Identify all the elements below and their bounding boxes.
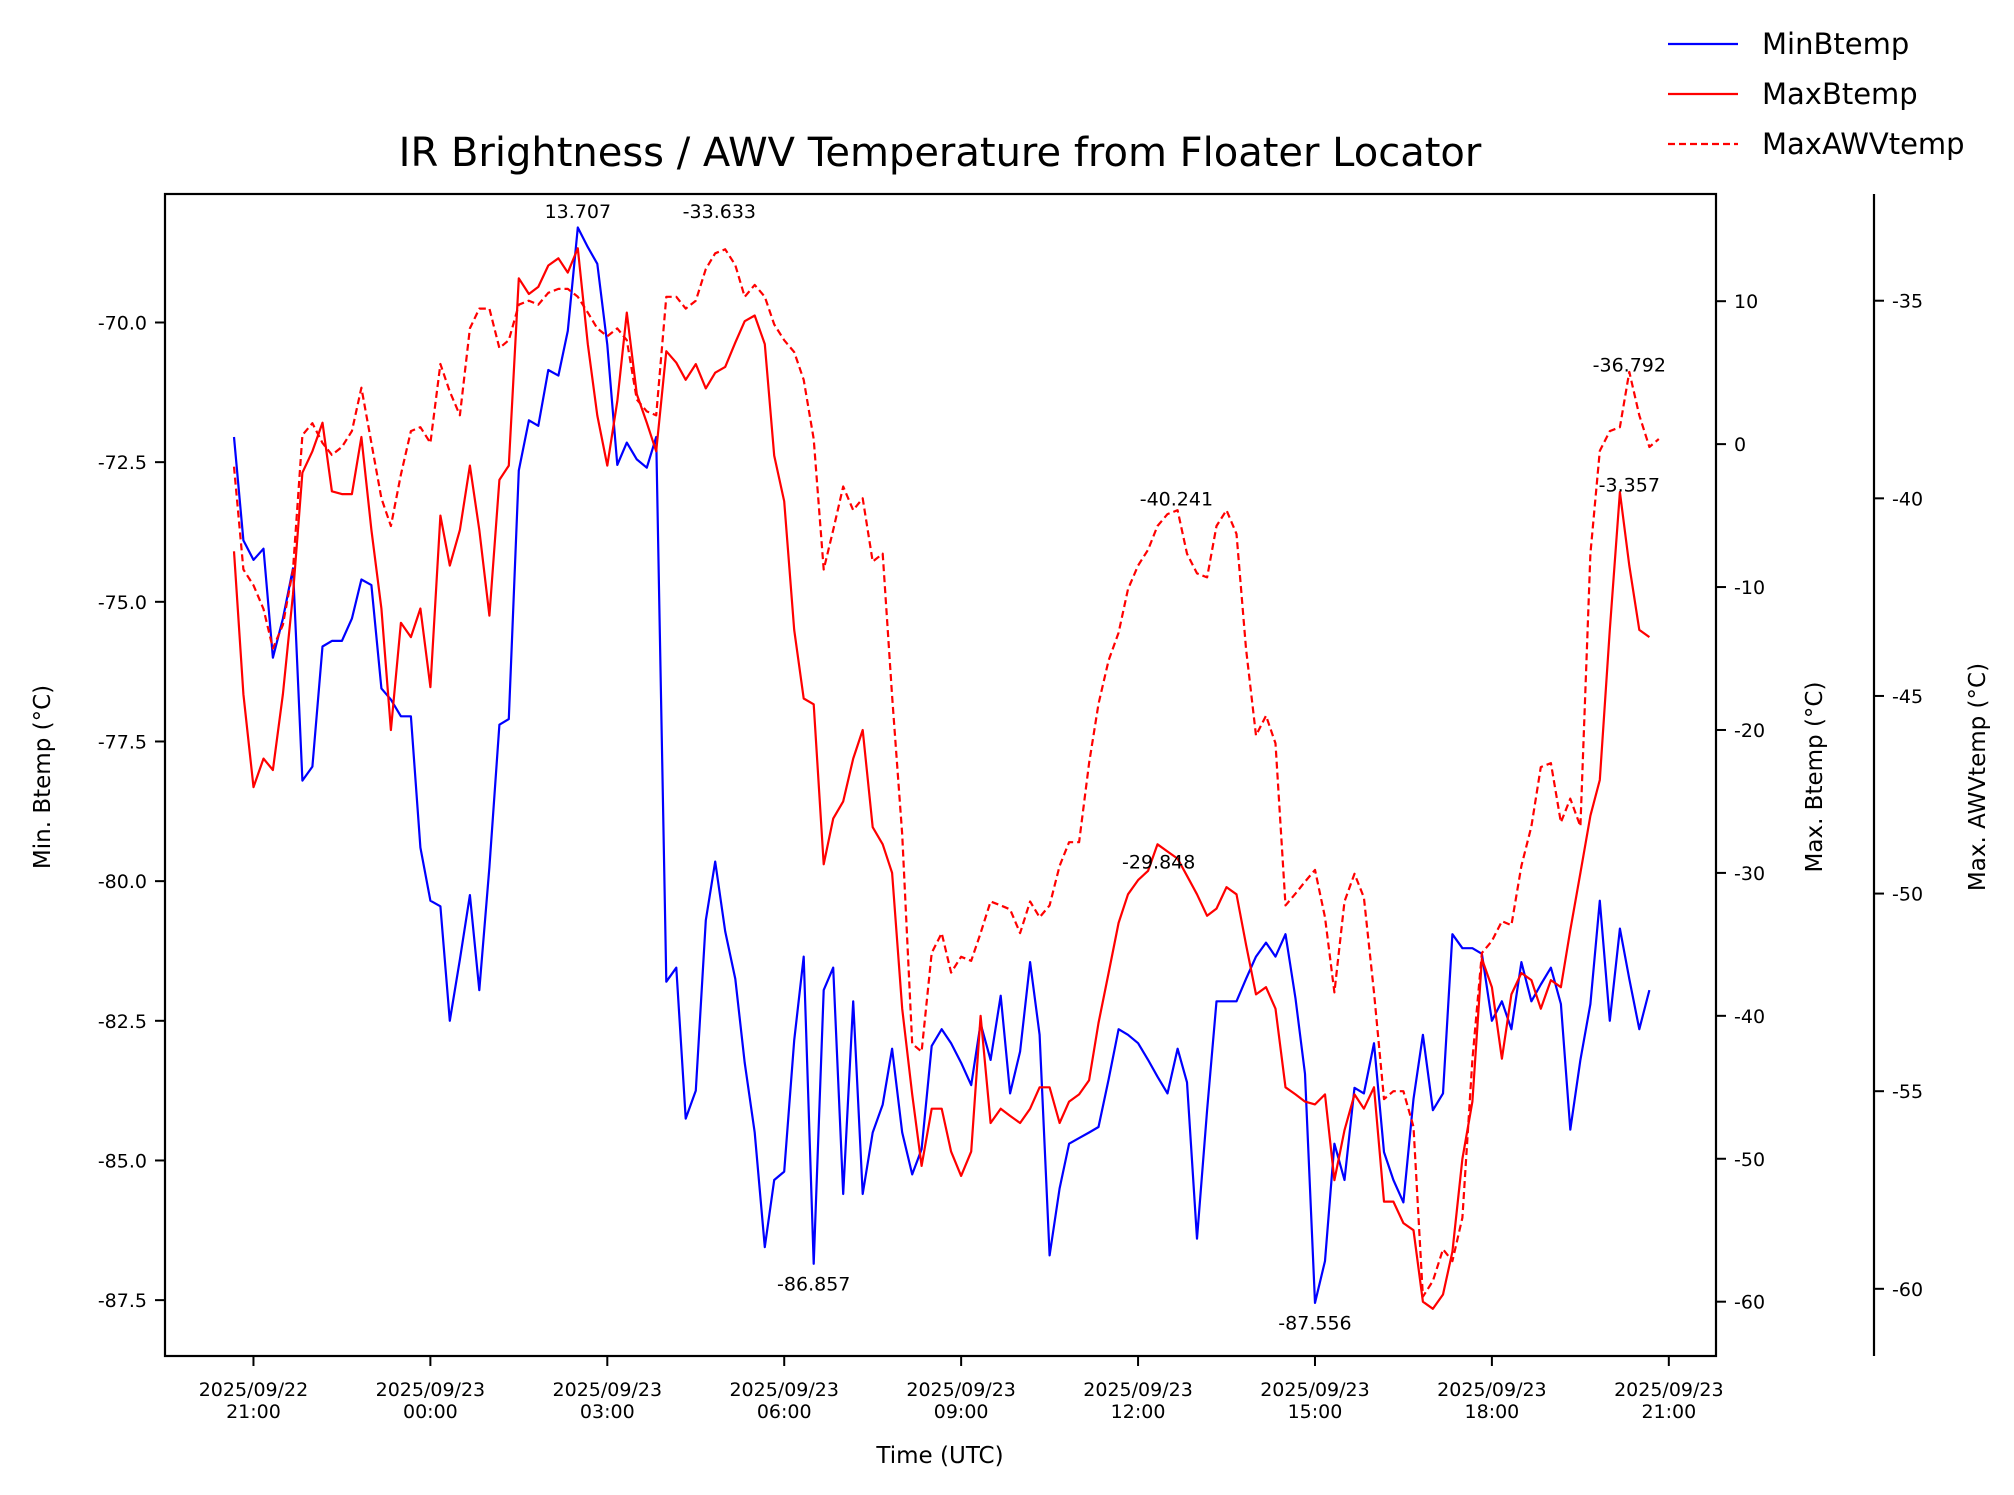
y-right2-tick-label: -35	[1892, 291, 1923, 313]
data-label: 13.707	[545, 201, 611, 223]
data-label: -86.857	[777, 1273, 850, 1295]
y-right1-tick-label: -10	[1734, 577, 1765, 599]
y-right2-tick-label: -40	[1892, 488, 1923, 510]
x-tick-label-date: 2025/09/22	[199, 1379, 309, 1401]
data-label: -33.633	[683, 201, 756, 223]
x-tick-label-date: 2025/09/23	[376, 1379, 486, 1401]
plot-frame	[163, 192, 1718, 1358]
x-axis-label: Time (UTC)	[875, 1443, 1003, 1469]
y-left-tick-label: -82.5	[98, 1011, 147, 1033]
x-tick-label-date: 2025/09/23	[1260, 1379, 1370, 1401]
y-left-tick-label: -80.0	[98, 871, 147, 893]
y-right2-tick-label: -60	[1892, 1279, 1923, 1301]
y-right1-tick-label: 10	[1734, 291, 1758, 313]
y-left-tick-label: -77.5	[98, 731, 147, 753]
x-tick-label-time: 21:00	[1641, 1401, 1696, 1423]
x-tick-label-date: 2025/09/23	[1083, 1379, 1193, 1401]
y-right1-tick-label: -40	[1734, 1006, 1765, 1028]
y-axis-right1-label: Max. Btemp (°C)	[1802, 682, 1828, 873]
x-tick-label-date: 2025/09/23	[553, 1379, 663, 1401]
x-tick-label-date: 2025/09/23	[1614, 1379, 1724, 1401]
y-left-tick-label: -85.0	[98, 1150, 147, 1172]
y-right2-tick-label: -50	[1892, 884, 1923, 906]
x-tick-label-time: 06:00	[757, 1401, 812, 1423]
x-tick-label-date: 2025/09/23	[906, 1379, 1016, 1401]
x-tick-label-time: 12:00	[1111, 1401, 1166, 1423]
y-right1-tick-label: -50	[1734, 1149, 1765, 1171]
data-label: -40.241	[1140, 488, 1213, 510]
series-line-minbtemp	[232, 226, 1651, 1304]
y-axis-right2-label: Max. AWVtemp (°C)	[1965, 663, 1991, 891]
y-right2-tick-label: -45	[1892, 686, 1923, 708]
x-tick-label-time: 21:00	[226, 1401, 281, 1423]
legend-label-minbtemp: MinBtemp	[1762, 27, 1909, 61]
data-label: -87.556	[1278, 1312, 1351, 1334]
data-label: -3.357	[1599, 475, 1660, 497]
data-label: -36.792	[1593, 354, 1666, 376]
y-right1-tick-label: -30	[1734, 863, 1765, 885]
x-tick-label-time: 15:00	[1288, 1401, 1343, 1423]
y-left-tick-label: -75.0	[98, 592, 147, 614]
y-right2-tick-label: -55	[1892, 1081, 1923, 1103]
data-label: -29.848	[1122, 852, 1195, 874]
y-right1-tick-label: -20	[1734, 720, 1765, 742]
chart-title: IR Brightness / AWV Temperature from Flo…	[399, 130, 1482, 176]
x-tick-label-date: 2025/09/23	[1437, 1379, 1547, 1401]
x-tick-label-time: 09:00	[934, 1401, 989, 1423]
y-right1-tick-label: -60	[1734, 1292, 1765, 1314]
axes-layer: 2025/09/2221:002025/09/2300:002025/09/23…	[98, 192, 1923, 1423]
y-left-tick-label: -70.0	[98, 312, 147, 334]
x-tick-label-time: 00:00	[403, 1401, 458, 1423]
legend: MinBtemp MaxBtemp MaxAWVtemp	[1668, 27, 1965, 161]
series-line-maxbtemp	[232, 247, 1651, 1310]
x-tick-label-date: 2025/09/23	[729, 1379, 839, 1401]
y-left-tick-label: -72.5	[98, 452, 147, 474]
y-left-tick-label: -87.5	[98, 1290, 147, 1312]
legend-label-maxbtemp: MaxBtemp	[1762, 77, 1918, 111]
x-tick-label-time: 18:00	[1465, 1401, 1520, 1423]
y-axis-left-label: Min. Btemp (°C)	[30, 685, 56, 869]
y-right1-tick-label: 0	[1734, 434, 1746, 456]
plot-layer	[232, 226, 1660, 1310]
legend-label-maxawvtemp: MaxAWVtemp	[1762, 127, 1965, 161]
x-tick-label-time: 03:00	[580, 1401, 635, 1423]
series-line-maxawvtemp	[232, 248, 1660, 1298]
